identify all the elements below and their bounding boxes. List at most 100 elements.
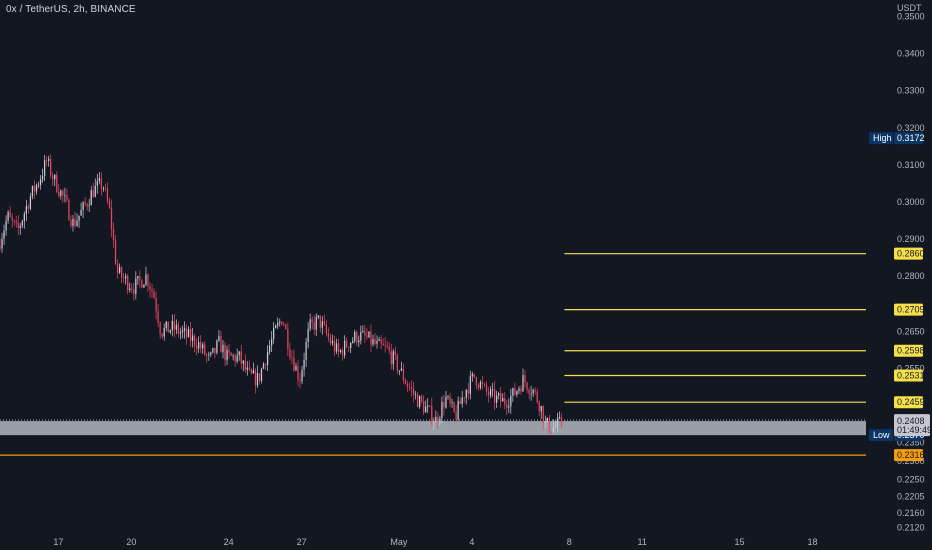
- candle-body: [252, 370, 255, 374]
- high-tag-value: 0.3172: [897, 133, 925, 143]
- currency-label: USDT: [897, 3, 922, 13]
- candle-body: [3, 230, 5, 239]
- candle-body: [143, 284, 145, 288]
- candle-body: [264, 363, 267, 365]
- y-tick-label: 0.3100: [897, 160, 925, 170]
- candle-body: [510, 395, 512, 407]
- low-tag-caption: Low: [873, 430, 890, 440]
- candle-body: [238, 351, 240, 356]
- candle-body: [226, 349, 228, 361]
- y-tick-label: 0.2120: [897, 523, 925, 533]
- candle-body: [427, 405, 429, 407]
- candle-body: [266, 351, 269, 365]
- tp-price-tag-box: [894, 303, 923, 316]
- candle-body: [74, 218, 76, 226]
- y-tick-label: 0.3400: [897, 49, 925, 59]
- candle-body: [552, 427, 555, 433]
- candle-body: [445, 396, 447, 408]
- candle-body: [508, 406, 510, 408]
- support-zone: [0, 421, 866, 436]
- candle-body: [246, 367, 248, 370]
- tp-price-tag-value: 0.2860: [897, 249, 925, 259]
- y-tick-label: 0.2800: [897, 271, 925, 281]
- candle-body: [372, 339, 374, 345]
- candle-body: [463, 397, 465, 399]
- candle-body: [453, 402, 455, 412]
- low-tag-caption-box: [869, 429, 893, 442]
- candle-body: [465, 389, 467, 398]
- candle-body: [358, 340, 360, 343]
- candle-body: [232, 355, 234, 357]
- tp-price-tag-value: 0.2459: [897, 397, 925, 407]
- candle-body: [123, 277, 125, 279]
- candle-body: [418, 396, 421, 407]
- candle-body: [15, 221, 17, 223]
- candle-body: [295, 366, 297, 371]
- candle-body: [224, 344, 226, 361]
- candle-body: [402, 368, 405, 381]
- candle-body: [479, 381, 482, 388]
- candle-body: [208, 354, 210, 356]
- candle-body: [449, 396, 451, 404]
- candle-body: [240, 351, 242, 364]
- y-tick-label: 0.3200: [897, 123, 925, 133]
- candle-body: [558, 416, 561, 419]
- candle-body: [315, 317, 317, 330]
- symbol-title[interactable]: 0x / TetherUS, 2h, BINANCE: [6, 4, 136, 15]
- candle-body: [41, 175, 44, 180]
- candle-body: [339, 350, 342, 353]
- candle-body: [461, 397, 463, 405]
- candle-body: [354, 331, 356, 341]
- candle-body: [287, 329, 289, 350]
- candle-body: [161, 333, 163, 337]
- candle-body: [76, 220, 78, 226]
- candle-body: [248, 367, 250, 370]
- candle-body: [297, 366, 299, 381]
- candle-body: [343, 340, 346, 356]
- tp-price-tag-box: [894, 344, 923, 357]
- candle-body: [540, 406, 542, 412]
- candle-body: [441, 401, 443, 418]
- candle-body: [206, 354, 208, 356]
- candle-body: [524, 375, 526, 383]
- y-tick-label: 0.2250: [897, 475, 925, 485]
- candle-body: [0, 246, 1, 249]
- candle-body: [536, 391, 538, 403]
- candle-body: [469, 376, 471, 394]
- candle-body: [92, 190, 94, 197]
- y-tick-label: 0.2900: [897, 234, 925, 244]
- candle-body: [289, 349, 291, 358]
- x-tick-label: 27: [297, 537, 307, 547]
- candle-body: [147, 274, 149, 287]
- candle-body: [193, 335, 196, 346]
- candle-body: [362, 330, 364, 333]
- candle-body: [125, 276, 127, 279]
- y-tick-label: 0.2160: [897, 508, 925, 518]
- candle-body: [151, 289, 153, 292]
- candle-body: [98, 178, 100, 181]
- candle-body: [13, 220, 15, 222]
- candle-body: [404, 380, 407, 385]
- candle-body: [94, 185, 96, 197]
- candles-layer: [0, 154, 563, 435]
- candle-body: [145, 274, 147, 285]
- candle-body: [78, 215, 80, 221]
- candle-body: [475, 377, 478, 386]
- candle-body: [435, 416, 437, 422]
- candle-body: [222, 344, 224, 353]
- candle-body: [319, 315, 321, 328]
- candle-body: [548, 417, 550, 432]
- candle-body: [39, 179, 42, 185]
- candle-body: [218, 335, 220, 341]
- candle-body: [530, 393, 532, 395]
- candle-body: [487, 391, 490, 396]
- candle-body: [313, 322, 315, 330]
- candle-body: [167, 321, 169, 333]
- candle-body: [159, 322, 161, 334]
- candle-body: [25, 206, 27, 214]
- y-tick-label: 0.3000: [897, 197, 925, 207]
- tp-price-tag-value: 0.2598: [897, 346, 925, 356]
- candle-body: [121, 267, 123, 278]
- candle-body: [477, 385, 480, 388]
